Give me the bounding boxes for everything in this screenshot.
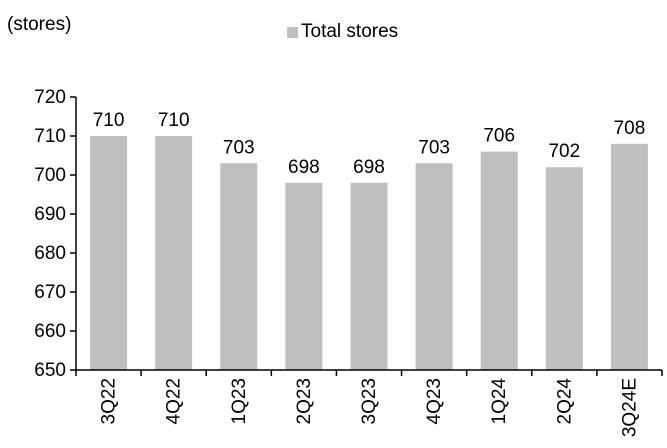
y-tick-label-670: 670: [34, 282, 66, 303]
y-tick-label-710: 710: [34, 126, 66, 147]
data-label-3Q23: 698: [353, 157, 385, 178]
y-tick-label-700: 700: [34, 165, 66, 186]
data-label-4Q22: 710: [158, 110, 190, 131]
y-tick-label-690: 690: [34, 204, 66, 225]
bar-4Q23: [415, 163, 453, 370]
y-tick-label-680: 680: [34, 243, 66, 264]
bar-3Q22: [90, 136, 128, 370]
legend: Total stores: [287, 21, 398, 43]
data-label-4Q23: 703: [418, 137, 450, 158]
x-tick-label-4Q22: 4Q22: [164, 378, 185, 424]
legend-swatch: [287, 26, 298, 38]
bar-2Q24: [545, 167, 583, 370]
y-tick-label-720: 720: [34, 87, 66, 108]
data-label-3Q24E: 708: [614, 118, 646, 139]
y-tick-label-650: 650: [34, 360, 66, 381]
x-tick-label-3Q23: 3Q23: [359, 378, 380, 424]
y-tick-label-660: 660: [34, 321, 66, 342]
x-tick-label-1Q24: 1Q24: [489, 378, 510, 425]
legend-label: Total stores: [301, 21, 399, 42]
x-tick-label-2Q23: 2Q23: [294, 378, 315, 424]
bar-1Q23: [220, 163, 258, 370]
data-label-1Q24: 706: [483, 126, 515, 147]
data-label-2Q24: 702: [548, 141, 580, 162]
x-tick-label-3Q22: 3Q22: [99, 378, 120, 424]
data-label-3Q22: 710: [93, 110, 125, 131]
bar-1Q24: [480, 151, 518, 370]
bar-4Q22: [155, 136, 193, 370]
data-label-2Q23: 698: [288, 157, 320, 178]
y-axis-unit-label: (stores): [7, 14, 72, 35]
bar-2Q23: [285, 182, 323, 370]
bar-3Q24E: [610, 143, 648, 370]
x-tick-label-1Q23: 1Q23: [229, 378, 250, 424]
data-label-1Q23: 703: [223, 137, 255, 158]
x-tick-label-2Q24: 2Q24: [554, 378, 575, 425]
x-tick-label-4Q23: 4Q23: [424, 378, 445, 424]
bar-3Q23: [350, 182, 388, 370]
x-tick-label-3Q24E: 3Q24E: [619, 378, 640, 437]
